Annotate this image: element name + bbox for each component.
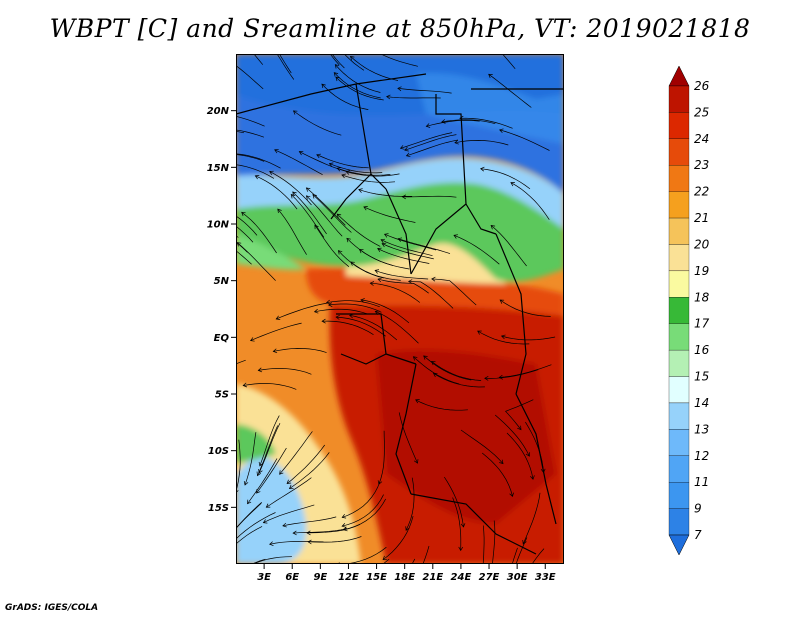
longitude-ticks: 3E 6E 9E 12E 15E 18E 21E 24E 27E 30E 33E: [257, 564, 556, 583]
colorbar-box: [668, 349, 690, 377]
colorbar-box: [668, 508, 690, 536]
colorbar-label: 18: [694, 290, 710, 304]
lon-tick-label: 27E: [479, 572, 500, 583]
colorbar-label: 20: [694, 237, 710, 251]
colorbar-top-arrow: [668, 65, 690, 87]
lat-tick-label: 20N: [207, 106, 230, 117]
lat-tick-label: 15N: [207, 163, 230, 174]
colorbar-boxes: [668, 65, 690, 556]
map-panel: [236, 54, 564, 564]
colorbar-label: 11: [694, 475, 709, 489]
colorbar-label: 9: [694, 502, 702, 516]
colorbar-label: 22: [694, 185, 709, 199]
colorbar-box: [668, 270, 690, 298]
colorbar-bottom-arrow: [668, 534, 690, 556]
colorbar-label: 7: [694, 528, 702, 542]
colorbar-label: 14: [694, 396, 709, 410]
lon-tick-label: 30E: [507, 572, 528, 583]
colorbar-label: 21: [694, 211, 709, 225]
lon-tick-label: 24E: [451, 572, 472, 583]
lat-tick-label: 5S: [215, 390, 229, 401]
zone-cool-belt: [236, 157, 564, 229]
lon-tick-label: 33E: [535, 572, 556, 583]
colorbar-box: [668, 323, 690, 351]
colorbar-box: [668, 244, 690, 272]
colorbar-label: 17: [694, 317, 710, 331]
colorbar-box: [668, 217, 690, 245]
lon-tick-label: 3E: [257, 572, 271, 583]
colorbar-label: 12: [694, 449, 709, 463]
colorbar-box: [668, 402, 690, 430]
colorbar-label: 16: [694, 343, 710, 357]
lon-tick-label: 21E: [422, 572, 443, 583]
colorbar-label: 24: [694, 132, 709, 146]
lat-tick-label: 10N: [207, 220, 230, 231]
lon-tick-label: 18E: [394, 572, 415, 583]
grads-credit: GrADS: IGES/COLA: [5, 603, 99, 613]
lon-tick-label: 6E: [285, 572, 299, 583]
colorbar-label: 15: [694, 370, 709, 384]
colorbar-labels: 7 9 11 12 13 14 15 16 17 18 19 20 21 22 23 24 25 26: [694, 79, 710, 542]
lat-tick-label: 10S: [208, 446, 229, 457]
colorbar-label: 13: [694, 422, 709, 436]
colorbar-box: [668, 376, 690, 404]
lat-tick-label: 15S: [208, 503, 229, 514]
colorbar-label: 26: [694, 79, 710, 93]
country-borders: [236, 73, 564, 555]
colorbar-box: [668, 165, 690, 192]
colorbar-box: [668, 455, 690, 483]
lon-tick-label: 12E: [338, 572, 359, 583]
chart-title: WBPT [C] and Sreamline at 850hPa, VT: 20…: [49, 14, 751, 43]
colorbar-box: [668, 429, 690, 456]
lat-tick-label: EQ: [214, 333, 230, 344]
colorbar-label: 23: [694, 158, 709, 172]
colorbar-box: [668, 191, 690, 219]
colorbar-box: [668, 297, 690, 324]
colorbar-label: 19: [694, 264, 709, 278]
colorbar-label: 25: [694, 105, 709, 119]
lon-tick-label: 15E: [366, 572, 387, 583]
colorbar-box: [668, 85, 690, 113]
lon-tick-label: 9E: [313, 572, 327, 583]
lat-tick-label: 5N: [214, 276, 230, 287]
colorbar-box: [668, 112, 690, 139]
colorbar-box: [668, 138, 690, 166]
streamlines: [236, 54, 556, 564]
colorbar-box: [668, 482, 690, 509]
latitude-ticks: 20N 15N 10N 5N EQ 5S 10S 15S: [207, 106, 236, 514]
